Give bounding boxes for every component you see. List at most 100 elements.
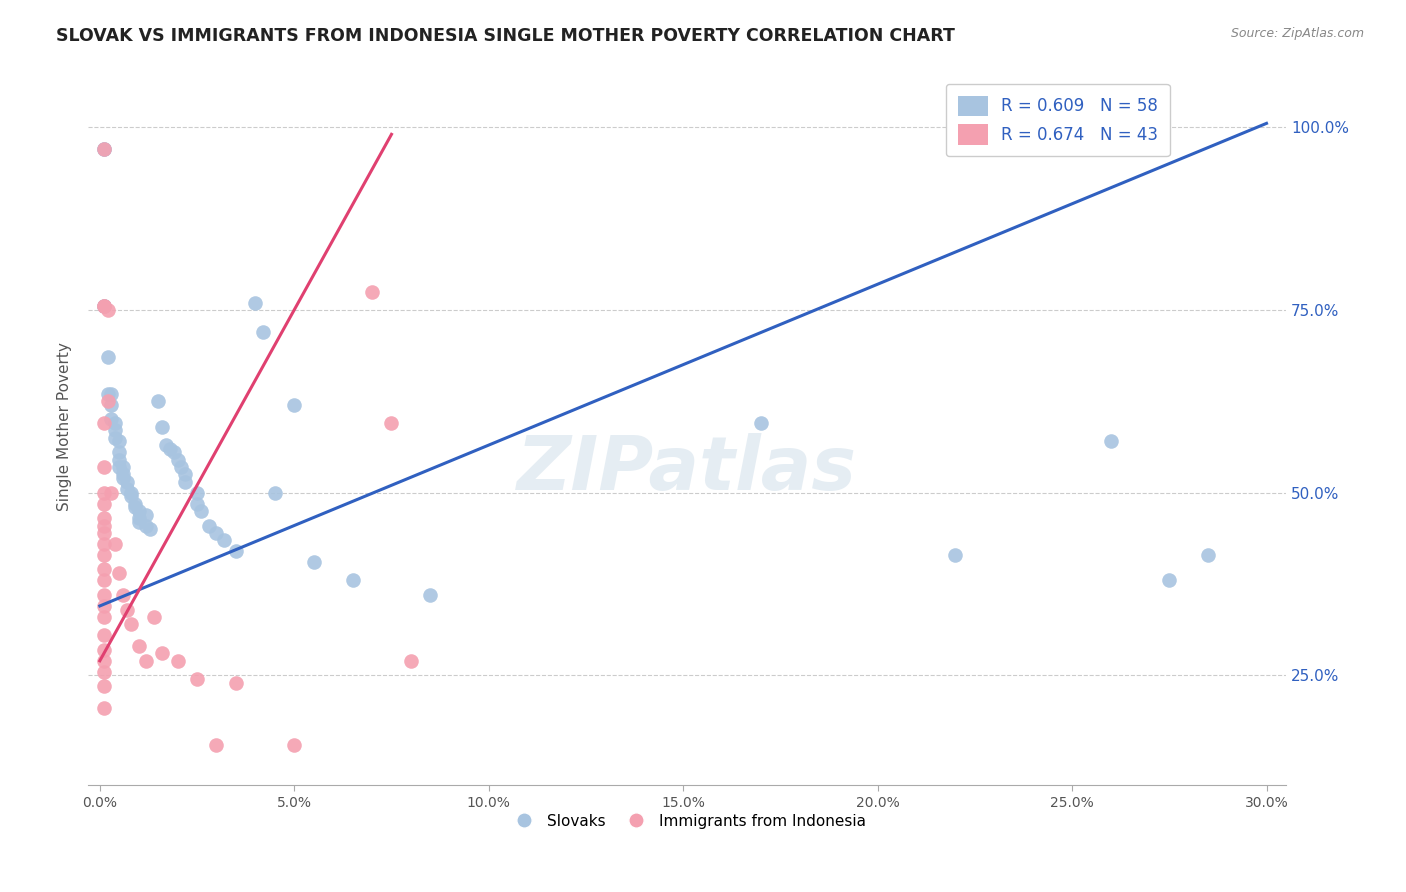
- Point: [1197, 548, 1219, 562]
- Point: [93, 701, 115, 715]
- Point: [342, 574, 364, 588]
- Point: [283, 398, 305, 412]
- Legend: Slovaks, Immigrants from Indonesia: Slovaks, Immigrants from Indonesia: [502, 807, 872, 835]
- Point: [112, 471, 135, 485]
- Point: [252, 325, 274, 339]
- Point: [100, 387, 122, 401]
- Point: [150, 419, 173, 434]
- Text: Source: ZipAtlas.com: Source: ZipAtlas.com: [1230, 27, 1364, 40]
- Point: [100, 412, 122, 426]
- Point: [93, 142, 115, 156]
- Point: [225, 544, 247, 558]
- Point: [97, 394, 120, 409]
- Point: [108, 566, 131, 580]
- Point: [93, 299, 115, 313]
- Point: [749, 416, 772, 430]
- Point: [150, 647, 173, 661]
- Point: [93, 537, 115, 551]
- Point: [170, 460, 193, 475]
- Point: [93, 485, 115, 500]
- Point: [174, 475, 197, 489]
- Point: [283, 738, 305, 752]
- Point: [104, 537, 127, 551]
- Point: [93, 610, 115, 624]
- Point: [120, 485, 142, 500]
- Point: [186, 485, 208, 500]
- Point: [97, 387, 120, 401]
- Point: [174, 467, 197, 482]
- Point: [93, 665, 115, 679]
- Point: [93, 679, 115, 693]
- Point: [97, 302, 120, 317]
- Point: [115, 482, 138, 496]
- Point: [115, 475, 138, 489]
- Point: [112, 467, 135, 482]
- Point: [214, 533, 236, 548]
- Point: [93, 562, 115, 576]
- Point: [945, 548, 967, 562]
- Point: [380, 416, 402, 430]
- Point: [135, 654, 157, 668]
- Point: [197, 518, 219, 533]
- Point: [93, 497, 115, 511]
- Point: [128, 515, 150, 529]
- Point: [93, 416, 115, 430]
- Point: [163, 445, 186, 459]
- Point: [100, 398, 122, 412]
- Point: [93, 588, 115, 602]
- Point: [143, 610, 166, 624]
- Point: [399, 654, 422, 668]
- Point: [1159, 574, 1181, 588]
- Point: [166, 654, 188, 668]
- Point: [302, 555, 325, 569]
- Point: [93, 548, 115, 562]
- Point: [93, 642, 115, 657]
- Point: [186, 672, 208, 686]
- Point: [104, 416, 127, 430]
- Point: [120, 489, 142, 503]
- Point: [186, 497, 208, 511]
- Point: [120, 617, 142, 632]
- Point: [100, 485, 122, 500]
- Point: [124, 500, 146, 515]
- Point: [108, 452, 131, 467]
- Point: [419, 588, 441, 602]
- Point: [93, 299, 115, 313]
- Point: [245, 295, 267, 310]
- Point: [205, 738, 228, 752]
- Point: [115, 602, 138, 616]
- Point: [135, 518, 157, 533]
- Y-axis label: Single Mother Poverty: Single Mother Poverty: [58, 343, 72, 511]
- Point: [139, 522, 162, 536]
- Point: [124, 497, 146, 511]
- Point: [93, 654, 115, 668]
- Point: [205, 525, 228, 540]
- Point: [108, 460, 131, 475]
- Point: [93, 574, 115, 588]
- Point: [361, 285, 384, 299]
- Point: [128, 639, 150, 653]
- Text: SLOVAK VS IMMIGRANTS FROM INDONESIA SINGLE MOTHER POVERTY CORRELATION CHART: SLOVAK VS IMMIGRANTS FROM INDONESIA SING…: [56, 27, 955, 45]
- Point: [93, 525, 115, 540]
- Point: [190, 504, 212, 518]
- Point: [93, 142, 115, 156]
- Point: [108, 445, 131, 459]
- Point: [97, 351, 120, 365]
- Point: [104, 431, 127, 445]
- Point: [166, 452, 188, 467]
- Point: [93, 299, 115, 313]
- Point: [159, 442, 181, 456]
- Point: [128, 511, 150, 525]
- Point: [93, 518, 115, 533]
- Point: [93, 511, 115, 525]
- Point: [128, 504, 150, 518]
- Point: [1099, 434, 1122, 449]
- Point: [135, 508, 157, 522]
- Point: [263, 485, 285, 500]
- Point: [93, 142, 115, 156]
- Text: ZIPatlas: ZIPatlas: [517, 434, 858, 507]
- Point: [93, 599, 115, 613]
- Point: [146, 394, 169, 409]
- Point: [93, 299, 115, 313]
- Point: [108, 434, 131, 449]
